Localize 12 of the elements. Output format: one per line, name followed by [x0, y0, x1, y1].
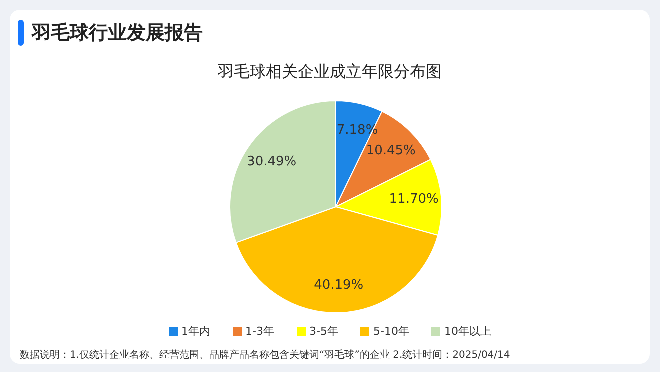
data-label: 30.49%: [247, 154, 297, 170]
legend-label: 3-5年: [310, 324, 338, 339]
data-label: 40.19%: [314, 278, 364, 293]
data-label: 11.70%: [389, 192, 439, 208]
legend-label: 1-3年: [246, 324, 275, 339]
legend-label: 10年以上: [444, 324, 492, 339]
text: 数据说明：1.仅统计企业名称、经营范围、品牌产品名称包含关键词“羽毛球”的企业 2.统计时间：2025/04/14: [20, 348, 510, 362]
data-label: 10.45%: [366, 144, 416, 159]
chart-subtitle: 羽毛球相关企业成立年限分布图: [217, 62, 443, 83]
legend-label: 5-10年: [373, 324, 410, 339]
chart-title: 羽毛球行业发展报告: [32, 21, 203, 46]
legend-label: 1年内: [182, 324, 211, 339]
